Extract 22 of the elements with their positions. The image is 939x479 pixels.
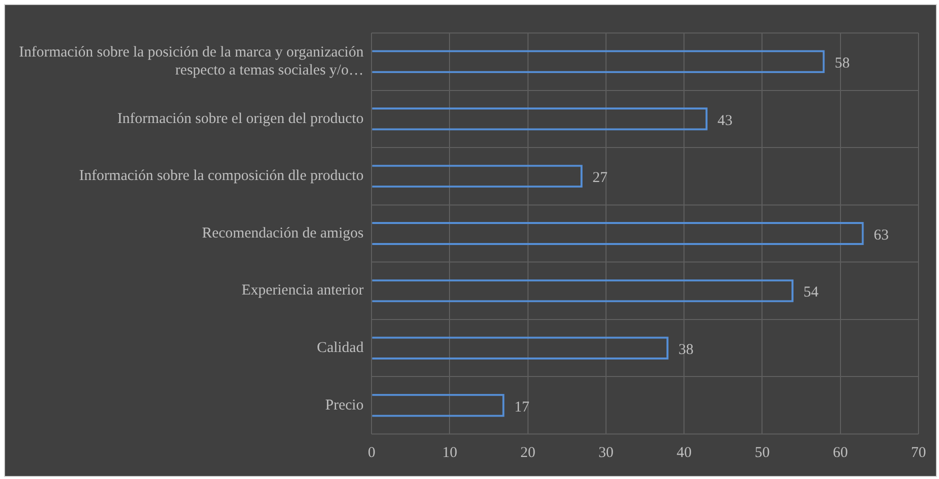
x-tick-label: 50 <box>754 444 770 461</box>
x-tick-label: 60 <box>832 444 848 461</box>
y-tick-label: Experiencia anterior <box>242 282 364 299</box>
y-tick-label: Información sobre la posición de la marca y organización respecto a temas sociales y/o… <box>18 44 364 79</box>
data-label: 38 <box>678 342 694 358</box>
x-tick-label: 10 <box>442 444 458 461</box>
y-tick-label: Precio <box>325 397 364 414</box>
data-label: 54 <box>803 284 819 301</box>
data-label: 27 <box>592 170 608 186</box>
y-tick-label: Calidad <box>316 340 364 356</box>
x-tick-label: 40 <box>676 444 692 461</box>
x-tick-label: 70 <box>911 444 926 461</box>
y-tick-label: Información sobre el origen del producto <box>117 110 364 127</box>
y-tick-label: Información sobre la composición dle producto <box>79 168 364 184</box>
x-tick-label: 20 <box>520 444 536 461</box>
y-tick-label: Recomendación de amigos <box>202 225 364 242</box>
x-tick-label: 0 <box>368 444 376 461</box>
x-tick-label: 30 <box>598 444 614 461</box>
data-label: 63 <box>874 227 889 244</box>
data-label: 43 <box>718 112 733 129</box>
data-label: 58 <box>834 56 850 72</box>
data-label: 17 <box>514 399 530 416</box>
